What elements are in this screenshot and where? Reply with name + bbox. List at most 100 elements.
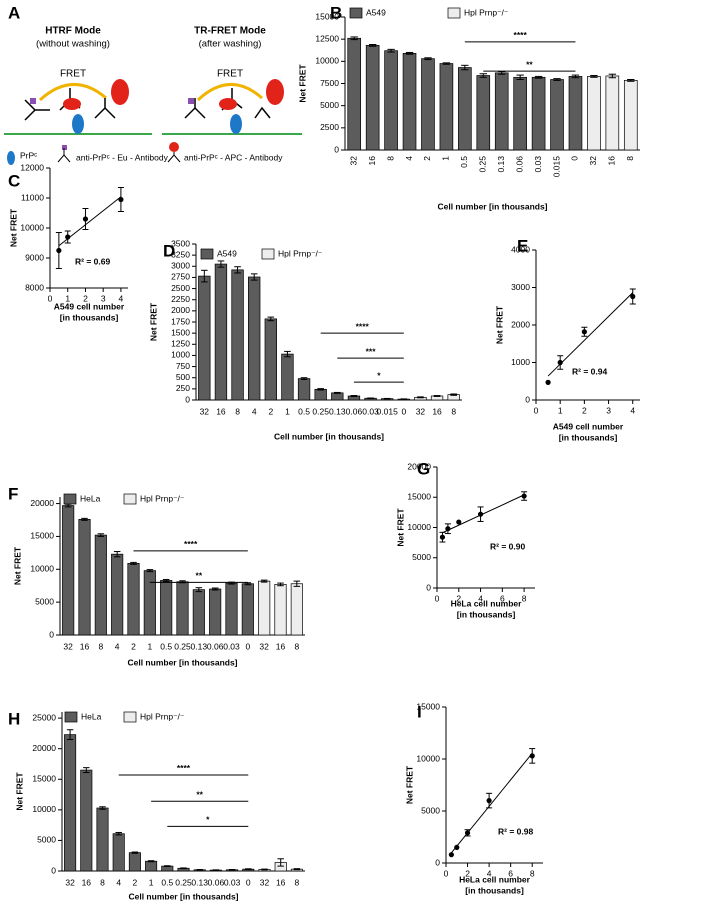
y-tick-label: 15000	[315, 11, 339, 21]
legend-label: Hpl Prnp⁻/⁻	[464, 7, 509, 17]
y-tick-label: 0	[49, 629, 54, 639]
x-tick-label: 0.13	[191, 877, 208, 887]
bar	[127, 563, 140, 636]
x-tick-label: 32	[416, 406, 426, 416]
x-tick-label: 4	[252, 406, 257, 416]
x-tick-label: 0.25	[312, 406, 329, 416]
y-tick-label: 5000	[421, 805, 440, 815]
x-tick-label: 2	[133, 877, 138, 887]
x-tick-label: 0	[444, 868, 449, 878]
x-tick-label: 32	[200, 406, 210, 416]
y-axis-label: Net FRET	[404, 765, 414, 804]
x-tick-label: 0.03	[224, 877, 241, 887]
x-tick-label: 8	[294, 641, 299, 651]
legend-swatch	[200, 248, 214, 260]
x-tick-label: 32	[260, 877, 270, 887]
y-tick-label: 25000	[32, 712, 56, 722]
y-tick-label: 11000	[21, 192, 44, 202]
x-tick-label: 16	[367, 156, 377, 166]
y-axis-label: Net FRET	[148, 302, 158, 341]
y-axis-label: Net FRET	[8, 208, 18, 247]
y-tick-label: 2250	[171, 294, 190, 304]
r-squared: R² = 0.69	[75, 256, 110, 266]
y-tick-label: 1750	[171, 316, 190, 326]
bar	[112, 833, 125, 872]
point	[448, 852, 454, 858]
y-tick-label: 2000	[171, 305, 190, 315]
bar	[78, 518, 91, 636]
x-tick-label: 0.25	[478, 156, 488, 173]
x-tick-label: 8	[100, 877, 105, 887]
x-tick-label: 0	[435, 593, 440, 603]
x-tick-label: 0	[570, 156, 580, 161]
panel-label: A	[8, 3, 20, 22]
r-squared: R² = 0.94	[572, 366, 607, 376]
x-tick-label: 0.06	[514, 156, 524, 173]
significance-label: ****	[514, 30, 528, 40]
panel-label: D	[163, 241, 175, 260]
significance-label: ****	[184, 539, 198, 549]
x-tick-label: 1	[285, 406, 290, 416]
x-tick-label: 6	[508, 868, 513, 878]
y-tick-label: 1000	[171, 350, 190, 360]
x-tick-label: 16	[216, 406, 226, 416]
significance-label: **	[196, 571, 203, 581]
y-tick-label: 0	[185, 394, 190, 404]
panel-label: C	[8, 171, 20, 190]
bar	[231, 269, 244, 401]
bar	[160, 580, 173, 636]
bar	[214, 263, 228, 401]
fit-line	[442, 494, 525, 534]
x-tick-label: 1	[147, 641, 152, 651]
y-tick-label: 5000	[320, 100, 339, 110]
x-tick-label: 16	[80, 641, 90, 651]
r-squared: R² = 0.90	[490, 541, 525, 551]
x-tick-label: 0.03	[362, 406, 379, 416]
y-tick-label: 9000	[25, 252, 44, 262]
x-tick-label: 4	[487, 868, 492, 878]
x-tick-label: 2	[456, 593, 461, 603]
legend-label: Hpl Prnp⁻/⁻	[140, 711, 185, 721]
x-axis-label: [in thousands]	[60, 312, 119, 322]
x-tick-label: 32	[588, 156, 598, 166]
x-tick-label: 0	[401, 406, 406, 416]
legend-label: anti-PrPᶜ - APC - Antibody	[184, 152, 283, 162]
y-tick-label: 2000	[511, 319, 530, 329]
bar	[297, 378, 311, 401]
x-tick-label: 8	[235, 406, 240, 416]
x-tick-label: 0.06	[207, 641, 224, 651]
y-tick-label: 20000	[32, 743, 56, 753]
x-axis-label: Cell number [in thousands]	[128, 891, 238, 901]
y-tick-label: 10000	[416, 753, 440, 763]
x-axis-label: HeLa cell number	[459, 874, 531, 884]
bar	[314, 388, 327, 401]
x-tick-label: 2	[268, 406, 273, 416]
y-tick-label: 0	[435, 857, 440, 867]
bar	[176, 581, 189, 636]
bar	[96, 807, 109, 872]
significance-label: **	[196, 790, 203, 800]
y-tick-label: 12000	[20, 162, 44, 172]
legend-label: HeLa	[81, 711, 102, 721]
x-tick-label: 32	[348, 156, 358, 166]
x-tick-label: 16	[82, 877, 92, 887]
bar	[209, 588, 222, 636]
y-axis-label: Net FRET	[494, 305, 504, 344]
x-axis-label: [in thousands]	[457, 609, 516, 619]
x-tick-label: 0.015	[377, 406, 399, 416]
x-tick-label: 2	[83, 293, 88, 303]
significance-label: ****	[356, 321, 370, 331]
bar	[248, 276, 261, 401]
point	[454, 844, 460, 851]
x-tick-label: 32	[63, 641, 73, 651]
y-tick-label: 20000	[30, 498, 54, 508]
bar	[290, 583, 303, 636]
x-tick-label: 8	[530, 868, 535, 878]
x-tick-label: 0.25	[174, 641, 191, 651]
bar	[264, 318, 277, 401]
x-tick-label: 3	[606, 405, 611, 415]
bar	[80, 769, 93, 872]
x-tick-label: 3	[101, 293, 106, 303]
x-tick-label: 0.06	[346, 406, 363, 416]
legend-swatch	[349, 7, 363, 19]
